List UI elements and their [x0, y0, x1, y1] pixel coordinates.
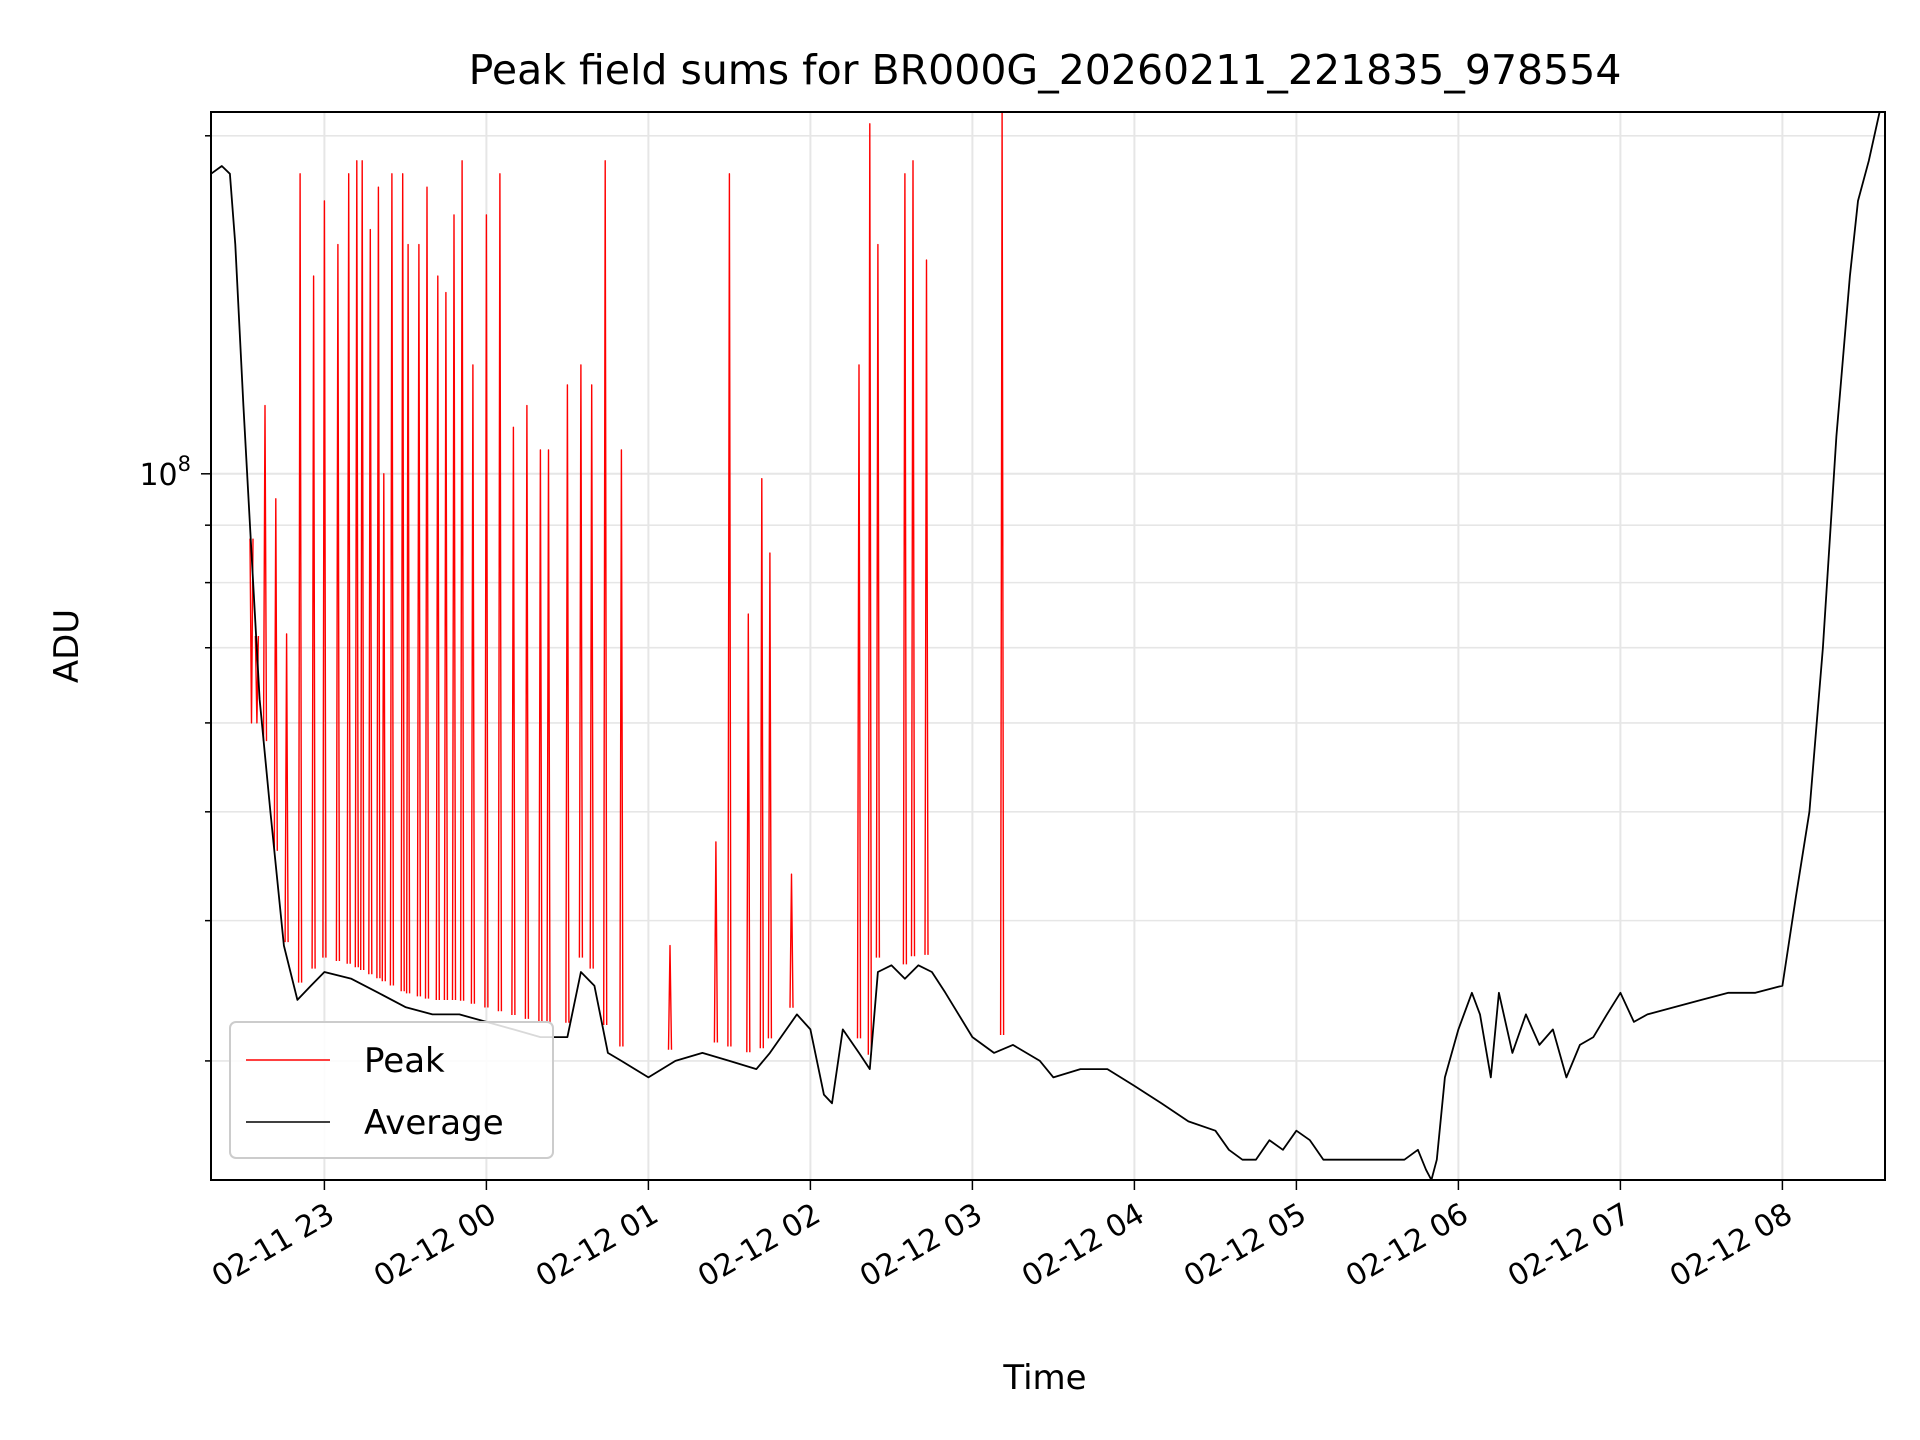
- legend-label-average: Average: [364, 1103, 504, 1143]
- series-line-average: [210, 111, 1881, 1181]
- plot-background: [211, 112, 1885, 1180]
- y-axis: 108: [139, 135, 211, 1062]
- grid: [211, 112, 1885, 1180]
- y-tick-label-base: 10: [139, 458, 177, 493]
- series-layer: [210, 111, 1881, 1181]
- x-axis-label: Time: [1002, 1358, 1086, 1398]
- legend-box: [229, 1021, 554, 1159]
- y-tick-label-exponent: 8: [178, 452, 191, 476]
- chart-title: Peak field sums for BR000G_20260211_2218…: [469, 46, 1622, 94]
- plot-frame: [210, 111, 1886, 1181]
- series-line-peak: [249, 111, 1005, 1055]
- y-axis-label: ADU: [47, 609, 87, 683]
- legend: Peak Average: [229, 1021, 554, 1159]
- y-tick-label: 108: [139, 452, 191, 493]
- plot-area: [210, 111, 1886, 1181]
- legend-label-peak: Peak: [364, 1041, 445, 1081]
